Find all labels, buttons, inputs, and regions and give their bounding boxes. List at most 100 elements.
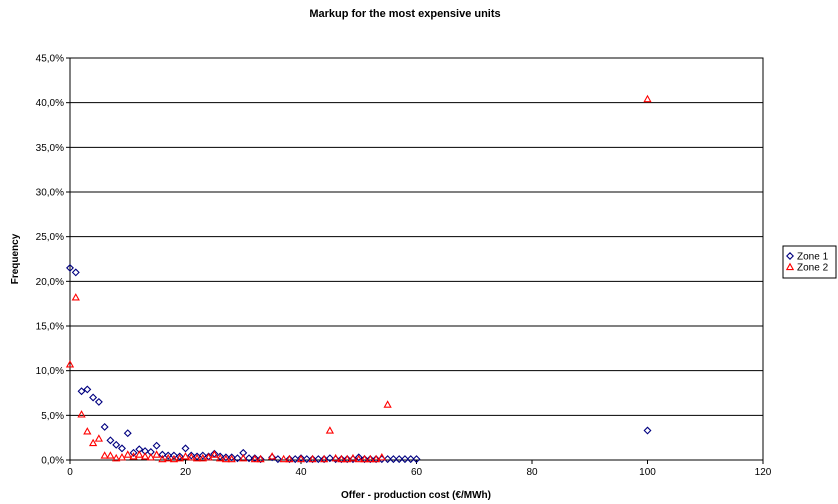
data-point bbox=[158, 450, 167, 459]
x-tick-label: 100 bbox=[639, 467, 656, 478]
data-point bbox=[360, 455, 369, 464]
data-point bbox=[94, 397, 103, 406]
data-point bbox=[221, 453, 230, 462]
data-point bbox=[181, 444, 190, 453]
y-tick-label: 10,0% bbox=[36, 366, 64, 377]
data-point bbox=[348, 453, 358, 462]
data-point bbox=[372, 455, 381, 464]
data-point bbox=[94, 434, 104, 442]
data-point bbox=[371, 454, 381, 463]
x-tick-label: 20 bbox=[180, 467, 192, 478]
data-point bbox=[245, 454, 254, 463]
data-point bbox=[129, 452, 138, 460]
data-point bbox=[400, 455, 409, 464]
data-point bbox=[112, 453, 121, 462]
y-axis: 0,0% 5,0% 10,0% 15,0% 20,0% 25,0% 30,0% 35,0% 40… bbox=[36, 54, 70, 467]
data-point bbox=[169, 454, 179, 463]
data-point bbox=[354, 453, 363, 462]
x-tick-label: 40 bbox=[295, 467, 307, 478]
series-zone-2 bbox=[65, 94, 652, 463]
data-point bbox=[331, 453, 340, 462]
data-point bbox=[77, 387, 86, 396]
data-point bbox=[100, 422, 109, 431]
legend-label: Zone 2 bbox=[797, 263, 829, 274]
data-point bbox=[204, 452, 213, 461]
data-point bbox=[192, 453, 202, 462]
data-point bbox=[117, 444, 126, 453]
data-point bbox=[169, 451, 178, 460]
data-point bbox=[325, 454, 334, 463]
data-point bbox=[187, 451, 196, 460]
data-point bbox=[117, 452, 127, 461]
data-point bbox=[140, 452, 150, 460]
data-point bbox=[377, 452, 386, 461]
y-axis-title: Frequency bbox=[10, 233, 21, 284]
data-point bbox=[106, 451, 115, 459]
data-point bbox=[65, 360, 75, 368]
data-point bbox=[77, 410, 86, 418]
legend-marker bbox=[786, 252, 794, 260]
legend-label: Zone 1 bbox=[797, 252, 829, 263]
data-point bbox=[383, 400, 392, 408]
data-point bbox=[221, 454, 231, 463]
data-point bbox=[412, 455, 421, 464]
data-point bbox=[337, 455, 346, 464]
data-point bbox=[256, 455, 265, 464]
x-tick-label: 80 bbox=[526, 467, 538, 478]
data-point bbox=[395, 455, 404, 464]
data-point bbox=[319, 454, 329, 463]
data-point bbox=[273, 455, 282, 464]
data-point bbox=[181, 452, 190, 460]
data-point bbox=[279, 454, 288, 463]
data-point bbox=[360, 454, 369, 463]
data-point bbox=[308, 455, 317, 464]
data-point bbox=[175, 452, 184, 461]
data-point bbox=[308, 454, 317, 463]
gridlines bbox=[70, 57, 763, 416]
data-point bbox=[66, 263, 74, 272]
data-point bbox=[152, 441, 161, 450]
data-point bbox=[354, 454, 363, 463]
y-tick-label: 40,0% bbox=[36, 98, 64, 109]
data-point bbox=[83, 385, 92, 394]
data-point bbox=[343, 455, 352, 464]
data-point bbox=[164, 451, 173, 460]
y-tick-label: 20,0% bbox=[36, 277, 64, 288]
y-tick-label: 0,0% bbox=[41, 456, 64, 467]
data-point bbox=[210, 450, 219, 458]
data-point bbox=[198, 453, 207, 462]
x-tick-label: 0 bbox=[67, 467, 73, 478]
data-point bbox=[314, 455, 323, 464]
data-point bbox=[135, 450, 144, 458]
x-tick-label: 60 bbox=[411, 467, 423, 478]
y-tick-label: 35,0% bbox=[36, 143, 64, 154]
chart-title: Markup for the most expensive units bbox=[309, 8, 500, 20]
data-point bbox=[643, 426, 652, 435]
data-point bbox=[366, 455, 375, 464]
x-tick-label: 120 bbox=[755, 467, 772, 478]
series-layer bbox=[65, 94, 652, 464]
legend-marker bbox=[785, 262, 795, 271]
y-tick-label: 15,0% bbox=[36, 322, 64, 333]
data-point bbox=[198, 451, 207, 460]
data-point bbox=[256, 454, 265, 463]
data-point bbox=[123, 429, 132, 438]
y-tick-label: 45,0% bbox=[36, 54, 64, 65]
data-point bbox=[383, 455, 392, 464]
data-point bbox=[250, 454, 259, 463]
data-point bbox=[239, 453, 248, 462]
data-point bbox=[302, 455, 311, 464]
data-point bbox=[285, 455, 294, 464]
data-point bbox=[366, 454, 375, 463]
data-point bbox=[158, 454, 167, 463]
data-point bbox=[337, 454, 346, 463]
data-point bbox=[146, 452, 155, 461]
data-point bbox=[129, 448, 138, 457]
data-point bbox=[389, 455, 398, 464]
data-point bbox=[152, 450, 161, 458]
data-point bbox=[71, 268, 80, 277]
data-point bbox=[343, 454, 352, 463]
legend-box bbox=[782, 245, 837, 279]
